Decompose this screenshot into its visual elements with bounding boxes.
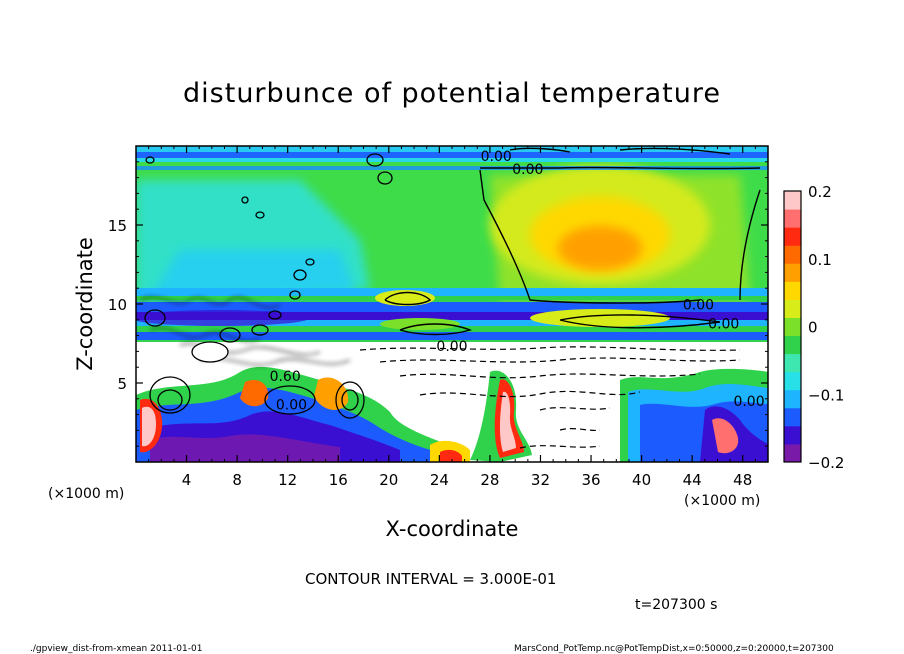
x-tick-label: 4: [182, 471, 192, 489]
x-unit-right: (×1000 m): [684, 493, 760, 509]
x-axis-label: X-coordinate: [386, 517, 519, 541]
chart-title: disturbunce of potential temperature: [183, 78, 721, 109]
colorbar-frame: [783, 190, 802, 463]
x-axis: 4 8 12 16 20 24 28 32 36 40 44 48: [148, 146, 756, 489]
x-unit-left: (×1000 m): [48, 486, 124, 502]
colorbar-swatch: [784, 227, 801, 246]
y-axis-label: Z-coordinate: [73, 237, 97, 371]
contour-label: 0.00: [512, 162, 543, 178]
x-tick-label: 12: [278, 471, 297, 489]
colorbar-tick-label: 0: [808, 319, 818, 337]
x-tick-label: 16: [329, 471, 348, 489]
colorbar-tick-label: −0.2: [808, 454, 844, 472]
colorbar-swatch: [784, 335, 801, 355]
colorbar-swatch: [784, 425, 801, 445]
x-tick-label: 32: [531, 471, 550, 489]
colorbar-swatch: [784, 209, 801, 228]
contour-label: 0.00: [481, 149, 512, 165]
x-tick-label: 8: [232, 471, 242, 489]
contour-label: 0.00: [733, 394, 764, 410]
contour-interval-text: CONTOUR INTERVAL = 3.000E-01: [305, 570, 556, 588]
x-tick-label: 28: [480, 471, 499, 489]
x-tick-label: 48: [733, 471, 752, 489]
colorbar-swatch: [784, 389, 801, 409]
colorbar-swatch: [784, 443, 801, 463]
y-tick-label: 10: [108, 296, 127, 314]
field-dashed-contours: [359, 346, 741, 449]
field-top-band: [136, 146, 768, 154]
colorbar-tick-label: −0.1: [808, 386, 844, 404]
footer-right: MarsCond_PotTemp.nc@PotTempDist,x=0:5000…: [514, 644, 834, 654]
colorbar-swatch: [784, 245, 801, 264]
contour-labels: 0.000.000.000.000.000.000.600.00: [270, 149, 765, 413]
contour-label: 0.00: [276, 397, 307, 413]
y-tick-label: 15: [108, 217, 127, 235]
colorbar: 0.2 0.1 0 −0.1 −0.2: [783, 183, 844, 472]
x-tick-label: 36: [581, 471, 600, 489]
contour-label: 0.00: [708, 317, 739, 333]
time-text: t=207300 s: [635, 597, 717, 613]
colorbar-swatch: [784, 299, 801, 318]
y-axis: 5 10 15: [108, 161, 768, 447]
x-tick-label: 24: [430, 471, 449, 489]
field-mid-bands: [136, 288, 768, 298]
y-tick-label: 5: [117, 375, 127, 393]
field-zero-contours: [384, 147, 761, 336]
colorbar-swatch: [784, 353, 801, 373]
colorbar-swatch: [784, 263, 801, 282]
footer-left: ./gpview_dist-from-xmean 2011-01-01: [30, 644, 202, 654]
colorbar-swatch: [784, 407, 801, 427]
colorbar-swatch: [784, 371, 801, 391]
colorbar-tick-label: 0.2: [808, 183, 832, 201]
contour-label: 0.00: [683, 298, 714, 314]
contour-label: 0.60: [270, 369, 301, 385]
heatmap-field: [136, 146, 768, 462]
colorbar-swatch: [784, 281, 801, 300]
x-tick-label: 44: [683, 471, 702, 489]
x-tick-label: 20: [379, 471, 398, 489]
colorbar-swatch: [784, 317, 801, 337]
colorbar-swatch: [784, 191, 801, 210]
contour-label: 0.00: [436, 339, 467, 355]
colorbar-tick-label: 0.1: [808, 251, 832, 269]
x-tick-label: 40: [632, 471, 651, 489]
